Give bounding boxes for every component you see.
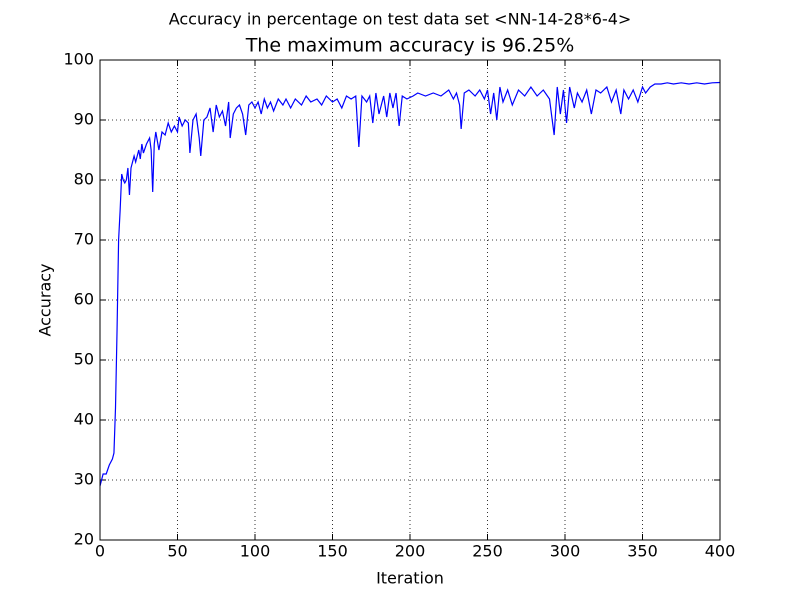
x-tick-label: 0: [95, 542, 105, 561]
y-tick-label: 100: [63, 50, 94, 69]
x-tick-label: 300: [550, 542, 581, 561]
x-tick-label: 150: [317, 542, 348, 561]
data-line: [99, 81, 721, 487]
y-axis-label: Accuracy: [36, 263, 55, 336]
x-axis-label: Iteration: [376, 569, 444, 588]
chart-title: The maximum accuracy is 96.25%: [245, 35, 575, 57]
plot-area: 20 30 40 50 60 70 80 90 100 0 50 100 150 200 250 300 350…: [63, 50, 735, 561]
y-tick-label: 60: [74, 290, 94, 309]
y-tick-label: 50: [74, 350, 94, 369]
y-tick-label: 80: [74, 170, 94, 189]
y-tick-label: 90: [74, 110, 94, 129]
x-tick-label: 350: [627, 542, 658, 561]
y-tick-label: 30: [74, 470, 94, 489]
x-tick-label: 200: [395, 542, 426, 561]
y-tick-label: 20: [74, 530, 94, 549]
y-tick-label: 70: [74, 230, 94, 249]
x-tick-label: 400: [705, 542, 736, 561]
x-tick-label: 100: [240, 542, 271, 561]
x-tick-label: 250: [472, 542, 503, 561]
y-tick-label: 40: [74, 410, 94, 429]
plot-frame: [99, 59, 721, 541]
chart-suptitle: Accuracy in percentage on test data set …: [169, 10, 632, 29]
x-tick-label: 50: [167, 542, 187, 561]
